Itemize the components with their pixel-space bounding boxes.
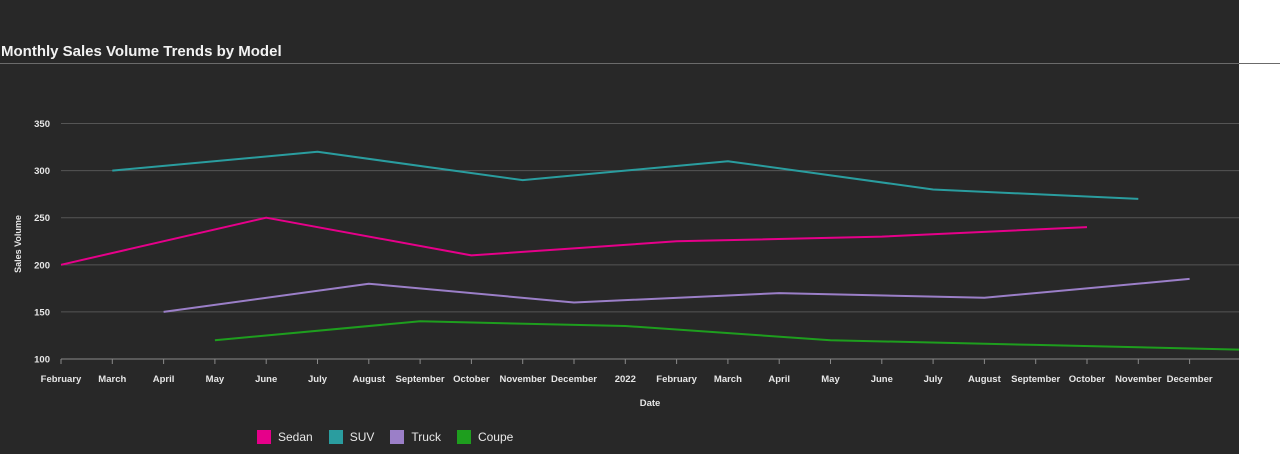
y-tick-label: 200 [34, 260, 50, 271]
x-tick-label: April [153, 374, 175, 385]
x-tick-label: April [768, 374, 790, 385]
x-axis-title: Date [640, 398, 661, 409]
legend-item-coupe[interactable]: Coupe [456, 430, 514, 444]
legend-label: Truck [411, 430, 441, 444]
legend-swatch [456, 430, 471, 444]
x-tick-label: December [551, 374, 597, 385]
x-tick-label: February [41, 374, 82, 385]
legend-swatch [390, 430, 405, 444]
series-line-sedan [60, 216, 1088, 266]
x-tick-label: May [821, 374, 840, 385]
x-tick-label: September [396, 374, 445, 385]
legend: Sedan SUV Truck Coupe [257, 430, 513, 444]
x-tick-label: June [255, 374, 277, 385]
legend-item-suv[interactable]: SUV [328, 430, 375, 444]
y-tick-label: 100 [34, 355, 50, 366]
legend-swatch [257, 430, 271, 444]
x-tick-label: March [98, 374, 126, 385]
y-axis-title: Sales Volume [13, 215, 23, 273]
series-line-coupe [214, 320, 1239, 351]
legend-label: Coupe [477, 430, 514, 444]
legend-label: SUV [349, 430, 375, 444]
x-tick-label: February [656, 374, 697, 385]
chart-title: Monthly Sales Volume Trends by Model [1, 43, 282, 60]
x-tick-label: November [499, 374, 546, 385]
legend-item-sedan[interactable]: Sedan [257, 430, 313, 444]
y-tick-label: 300 [34, 166, 50, 177]
legend-item-truck[interactable]: Truck [390, 430, 441, 444]
x-tick-label: November [1115, 374, 1162, 385]
series-line-suv [112, 150, 1139, 200]
title-divider [0, 63, 1280, 64]
x-tick-label: September [1011, 374, 1060, 385]
x-tick-label: December [1167, 374, 1213, 385]
line-chart: 100 150 200 250 300 350 February March April May J… [13, 119, 1239, 409]
series-line-truck [163, 277, 1190, 313]
x-tick-label: October [1069, 374, 1106, 385]
x-tick-label: July [924, 374, 944, 385]
legend-label: Sedan [278, 430, 313, 444]
x-tick-label: July [308, 374, 328, 385]
y-tick-label: 250 [34, 213, 50, 224]
x-tick-label: May [206, 374, 225, 385]
x-tick-label: October [453, 374, 490, 385]
x-tick-label: August [352, 374, 386, 385]
y-tick-label: 350 [34, 119, 50, 130]
x-tick-label: August [968, 374, 1002, 385]
x-tick-label: 2022 [615, 374, 636, 385]
chart-panel: Monthly Sales Volume Trends by Model 100… [0, 0, 1239, 454]
x-tick-label: June [871, 374, 893, 385]
x-tick-label: March [714, 374, 742, 385]
legend-swatch [328, 430, 343, 444]
y-tick-label: 150 [34, 307, 50, 318]
